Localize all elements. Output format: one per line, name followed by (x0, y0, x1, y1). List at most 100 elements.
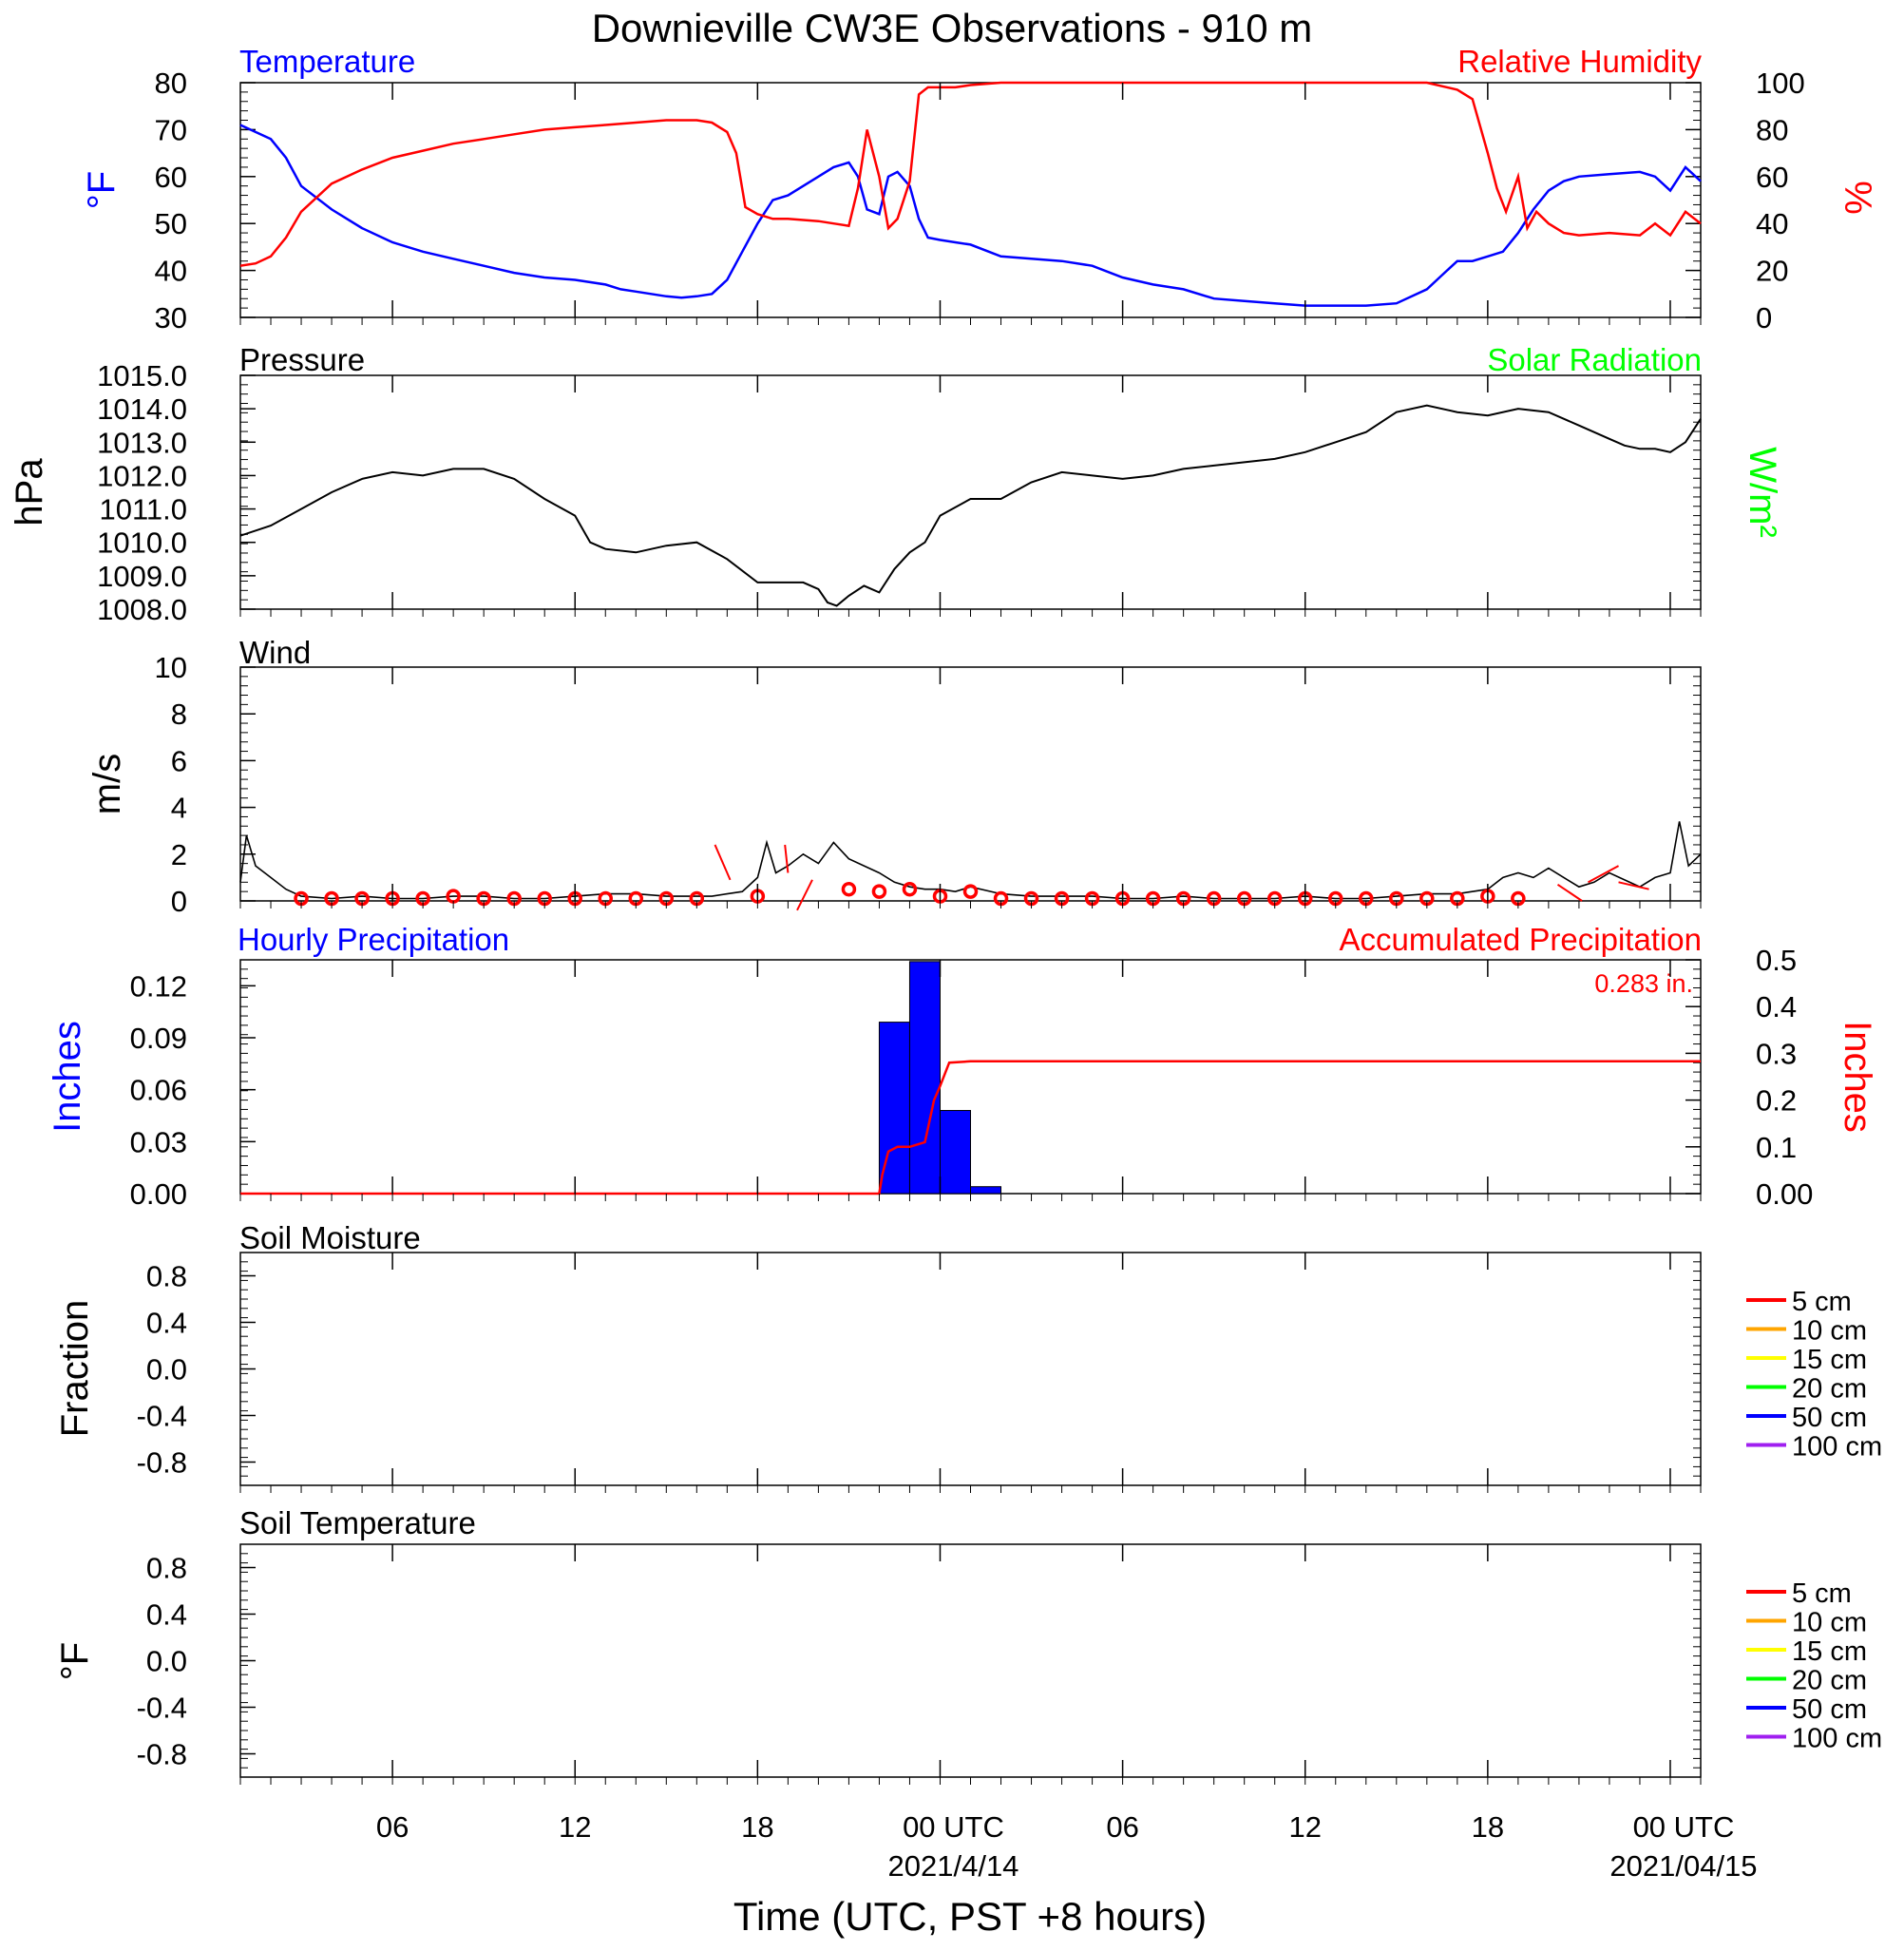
y-tick-label: 1011.0 (99, 493, 187, 526)
y-tick-label: 0.8 (146, 1552, 187, 1585)
x-tick-label: 00 UTC (1633, 1810, 1735, 1844)
temperature-y-ticks: 80 70 60 50 40 30 (155, 67, 256, 335)
hourly-precip-y-ticks: 0.12 0.09 0.06 0.03 0.00 (130, 959, 256, 1211)
wind-direction-tick (1588, 865, 1620, 884)
precip-bar (970, 1186, 1002, 1195)
precip-bar (908, 961, 941, 1195)
soil-moisture-y-ticks: 0.8 0.4 0.0 -0.4 -0.8 (137, 1252, 256, 1486)
wind-direction-ticks (714, 844, 1649, 911)
y-tick-label: 80 (1756, 113, 1788, 146)
y-tick-label: 80 (155, 67, 187, 100)
y-tick-label: 0.4 (1756, 990, 1797, 1023)
wind-direction-tick (1556, 883, 1583, 902)
panel-soil-moisture: Soil Moisture Fraction 0.8 0.4 0.0 -0.4 -0.8… (54, 1220, 1882, 1486)
y-tick-label: 1009.0 (97, 560, 187, 593)
temperature-title: Temperature (239, 44, 415, 79)
x-tick-label: 12 (559, 1810, 591, 1844)
y-tick-label: 0.12 (130, 969, 187, 1003)
panel-pressure: Pressure Solar Radiation hPa W/m² 1015.0… (9, 342, 1783, 626)
legend-label: 50 cm (1792, 1694, 1867, 1725)
y-tick-label: 0.5 (1756, 944, 1797, 977)
y-tick-label: 60 (155, 161, 187, 194)
x-tick-sublabel: 2021/04/15 (1609, 1849, 1757, 1883)
y-tick-label: 6 (171, 744, 187, 777)
legend-label: 5 cm (1792, 1287, 1852, 1317)
y-tick-label: 0.00 (130, 1177, 187, 1211)
soil-temperature-y-ticks: 0.8 0.4 0.0 -0.4 -0.8 (137, 1543, 256, 1778)
accum-precip-title: Accumulated Precipitation (1339, 922, 1702, 957)
panel-temperature-humidity: Temperature Relative Humidity °F % 80 70 6… (81, 44, 1878, 335)
panel-frame (239, 374, 1702, 610)
pressure-y-ticks: 1015.01014.01013.01012.01011.01010.01009… (97, 359, 1701, 626)
y-tick-label: 4 (171, 792, 187, 825)
y-tick-label: 0.06 (130, 1074, 187, 1107)
x-tick-labels: 06 12 18 00 UTC 2021/4/14 06 12 18 00 UTC 2021/04… (376, 1810, 1758, 1883)
wind-marker (871, 884, 887, 899)
y-tick-label: 1010.0 (97, 526, 187, 560)
panel-precipitation: Hourly Precipitation Accumulated Precipi… (47, 922, 1878, 1211)
legend-label: 50 cm (1792, 1403, 1867, 1433)
panel-frame (239, 82, 1702, 318)
hourly-precip-title: Hourly Precipitation (238, 922, 509, 957)
y-tick-label: 20 (1756, 255, 1788, 288)
y-tick-label: 2 (171, 838, 187, 871)
wind-direction-tick (784, 844, 790, 873)
panel-soil-temperature: Soil Temperature °F 0.8 0.4 0.0 -0.4 -0.8 5 … (54, 1505, 1882, 1778)
y-tick-label: -0.8 (137, 1738, 187, 1771)
y-tick-label: 1012.0 (97, 459, 187, 492)
y-tick-label: 0.0 (146, 1645, 187, 1678)
panel-wind: Wind m/s 10 8 6 4 2 0 (86, 635, 1702, 918)
y-tick-label: 40 (1756, 207, 1788, 240)
y-tick-label: 0 (1756, 301, 1772, 335)
y-tick-label: 1013.0 (97, 426, 187, 459)
y-tick-label: 0.4 (146, 1307, 187, 1340)
legend-label: 15 cm (1792, 1636, 1867, 1667)
y-tick-label: 1014.0 (97, 392, 187, 426)
y-tick-label: 0.1 (1756, 1131, 1797, 1164)
y-tick-label: 30 (155, 301, 187, 335)
legend-label: 15 cm (1792, 1345, 1867, 1375)
wind-speed-line (239, 821, 1702, 900)
y-tick-label: 1015.0 (97, 359, 187, 392)
x-tick-label: 18 (1472, 1810, 1504, 1844)
wind-direction-tick (1618, 881, 1649, 890)
y-tick-label: 8 (171, 698, 187, 731)
y-tick-label: 50 (155, 207, 187, 240)
y-tick-label: 1008.0 (97, 593, 187, 626)
y-tick-label: -0.4 (137, 1400, 187, 1433)
x-tick-label: 06 (1106, 1810, 1138, 1844)
solar-title: Solar Radiation (1487, 342, 1702, 377)
accum-precip-y-ticks: 0.5 0.4 0.3 0.2 0.1 0.00 (1685, 944, 1813, 1211)
y-tick-label: 0.00 (1756, 1177, 1813, 1211)
pressure-axis-label: hPa (9, 458, 50, 526)
humidity-y-ticks: 100 80 60 40 20 0 (1685, 67, 1805, 335)
wind-title: Wind (239, 635, 311, 670)
x-tick-sublabel: 2021/4/14 (888, 1849, 1019, 1883)
accum-precip-axis-label: Inches (1837, 1021, 1878, 1133)
humidity-axis-label: % (1837, 181, 1878, 215)
y-tick-label: -0.4 (137, 1692, 187, 1725)
y-tick-label: 0.2 (1756, 1084, 1797, 1118)
x-tick-label: 00 UTC (903, 1810, 1004, 1844)
wind-axis-label: m/s (86, 754, 128, 814)
legend-label: 100 cm (1792, 1724, 1882, 1754)
pressure-line (239, 404, 1702, 607)
legend-label: 20 cm (1792, 1374, 1867, 1405)
panel-frame (239, 666, 1702, 902)
temperature-axis-label: °F (81, 171, 123, 209)
precip-total-label: 0.283 in. (1594, 969, 1693, 998)
x-tick-label: 12 (1288, 1810, 1321, 1844)
x-axis-label: Time (UTC, PST +8 hours) (733, 1894, 1207, 1939)
precip-bar (939, 1110, 972, 1195)
y-tick-label: 60 (1756, 161, 1788, 194)
wind-marker (902, 881, 918, 897)
wind-direction-tick (796, 879, 813, 911)
y-tick-label: 0.4 (146, 1598, 187, 1632)
y-tick-label: 0.0 (146, 1353, 187, 1387)
solar-axis-label: W/m² (1742, 447, 1783, 538)
humidity-line (239, 81, 1702, 267)
wind-direction-tick (714, 844, 732, 881)
temperature-line (239, 124, 1702, 307)
